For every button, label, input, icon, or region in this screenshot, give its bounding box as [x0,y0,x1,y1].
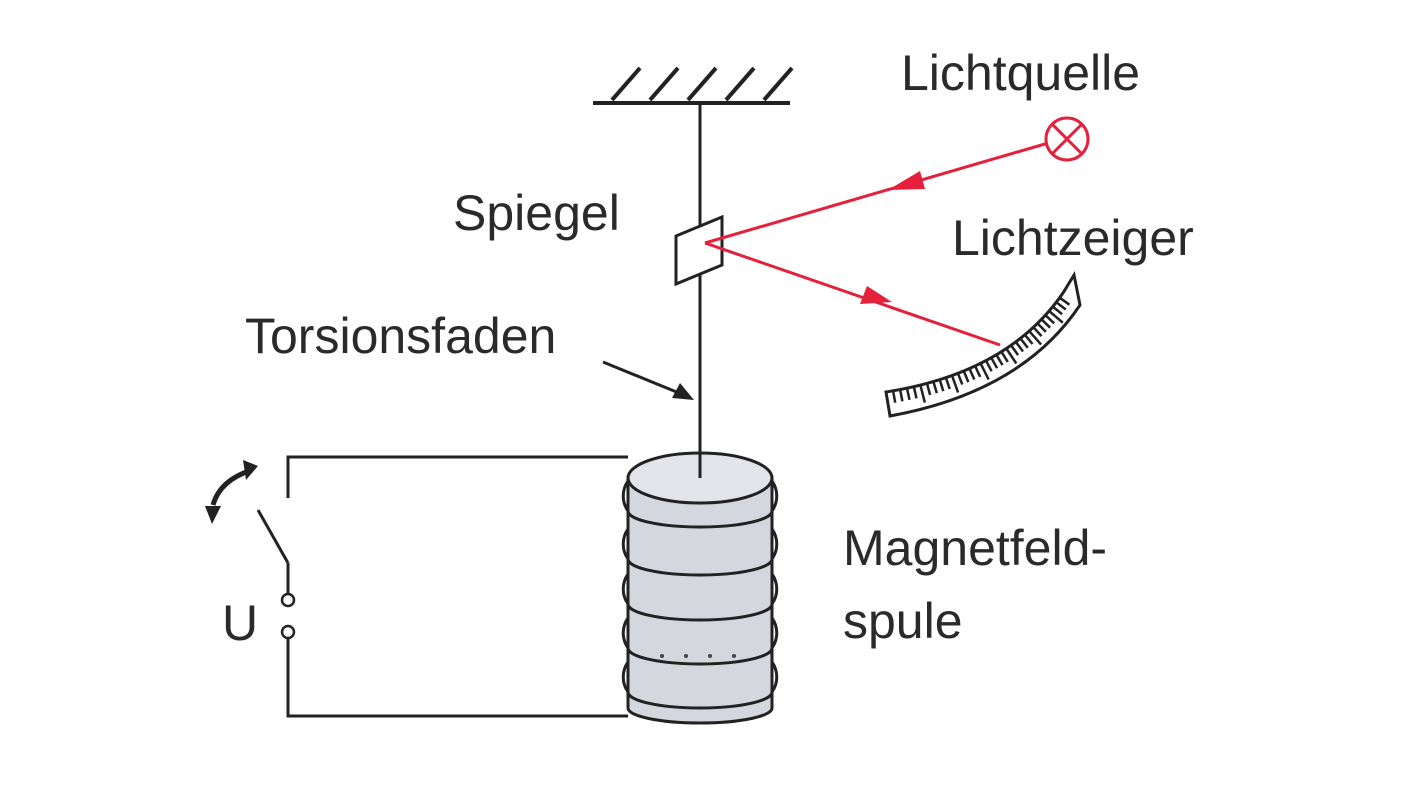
label-coil-line1: Magnetfeld- [843,520,1107,576]
scale-tick [1036,322,1047,333]
scale-tick [938,379,945,392]
scale-tick [1058,296,1071,306]
scale-tick [979,362,990,381]
scale-tick [962,370,970,383]
scale-tick [1052,305,1063,316]
scale-tick [944,377,951,390]
scale-tick [1005,347,1018,365]
scale-tick [950,375,960,393]
reflected-beam-arrow [860,286,892,304]
scale-tick [956,372,964,385]
label-voltage: U [222,595,258,651]
magnetic-coil [621,440,779,725]
scale-tick [1019,337,1029,349]
top-wire [286,455,628,498]
ceiling-mount [593,66,794,105]
scale-tick [968,368,976,381]
scale-tick [995,354,1004,366]
scale-tick [1023,334,1034,345]
scale-tick [1048,310,1064,324]
scale-tick [932,381,938,394]
scale-tick [891,390,897,403]
scale-tick [905,387,911,401]
label-light-source: Lichtquelle [901,45,1140,101]
scale-tick [984,360,993,372]
scale-tick [1032,326,1043,337]
coil-winding [621,480,779,529]
torsion-thread-pointer [602,360,694,400]
switch-toggle-arrow-icon [205,460,258,524]
coil-winding [621,617,779,666]
scale-tick [925,383,932,396]
reflected-beam [704,241,1001,347]
label-coil-line2: spule [843,593,963,649]
lamp-icon [1044,116,1090,162]
bottom-wire [286,638,628,718]
scale-tick [1055,301,1067,311]
voltage-terminals [280,592,296,640]
incoming-beam-arrow [888,171,925,190]
label-mirror: Spiegel [453,185,620,241]
switch-blade [256,509,290,564]
scale-tick [1010,344,1020,356]
light-pointer-scale [884,270,1082,418]
scale-tick [1014,341,1024,353]
incoming-beam [704,137,1063,245]
circuit-wires [256,455,628,718]
label-torsion-thread: Torsionsfaden [245,308,556,364]
scale-tick [912,386,918,399]
scale-tick [1040,318,1051,329]
coil-winding [621,528,779,577]
scale-tick [1028,330,1043,346]
scale-tick [1000,351,1009,363]
light-beams [704,137,1063,347]
scale-tick [990,357,999,369]
coil-winding [621,661,779,710]
mirror [674,214,724,287]
scale-tick [898,389,904,402]
label-light-pointer: Lichtzeiger [952,210,1194,266]
scale-tick [973,365,982,378]
scale-tick [1044,314,1056,325]
scale-tick [919,384,927,403]
coil-winding [621,573,779,622]
